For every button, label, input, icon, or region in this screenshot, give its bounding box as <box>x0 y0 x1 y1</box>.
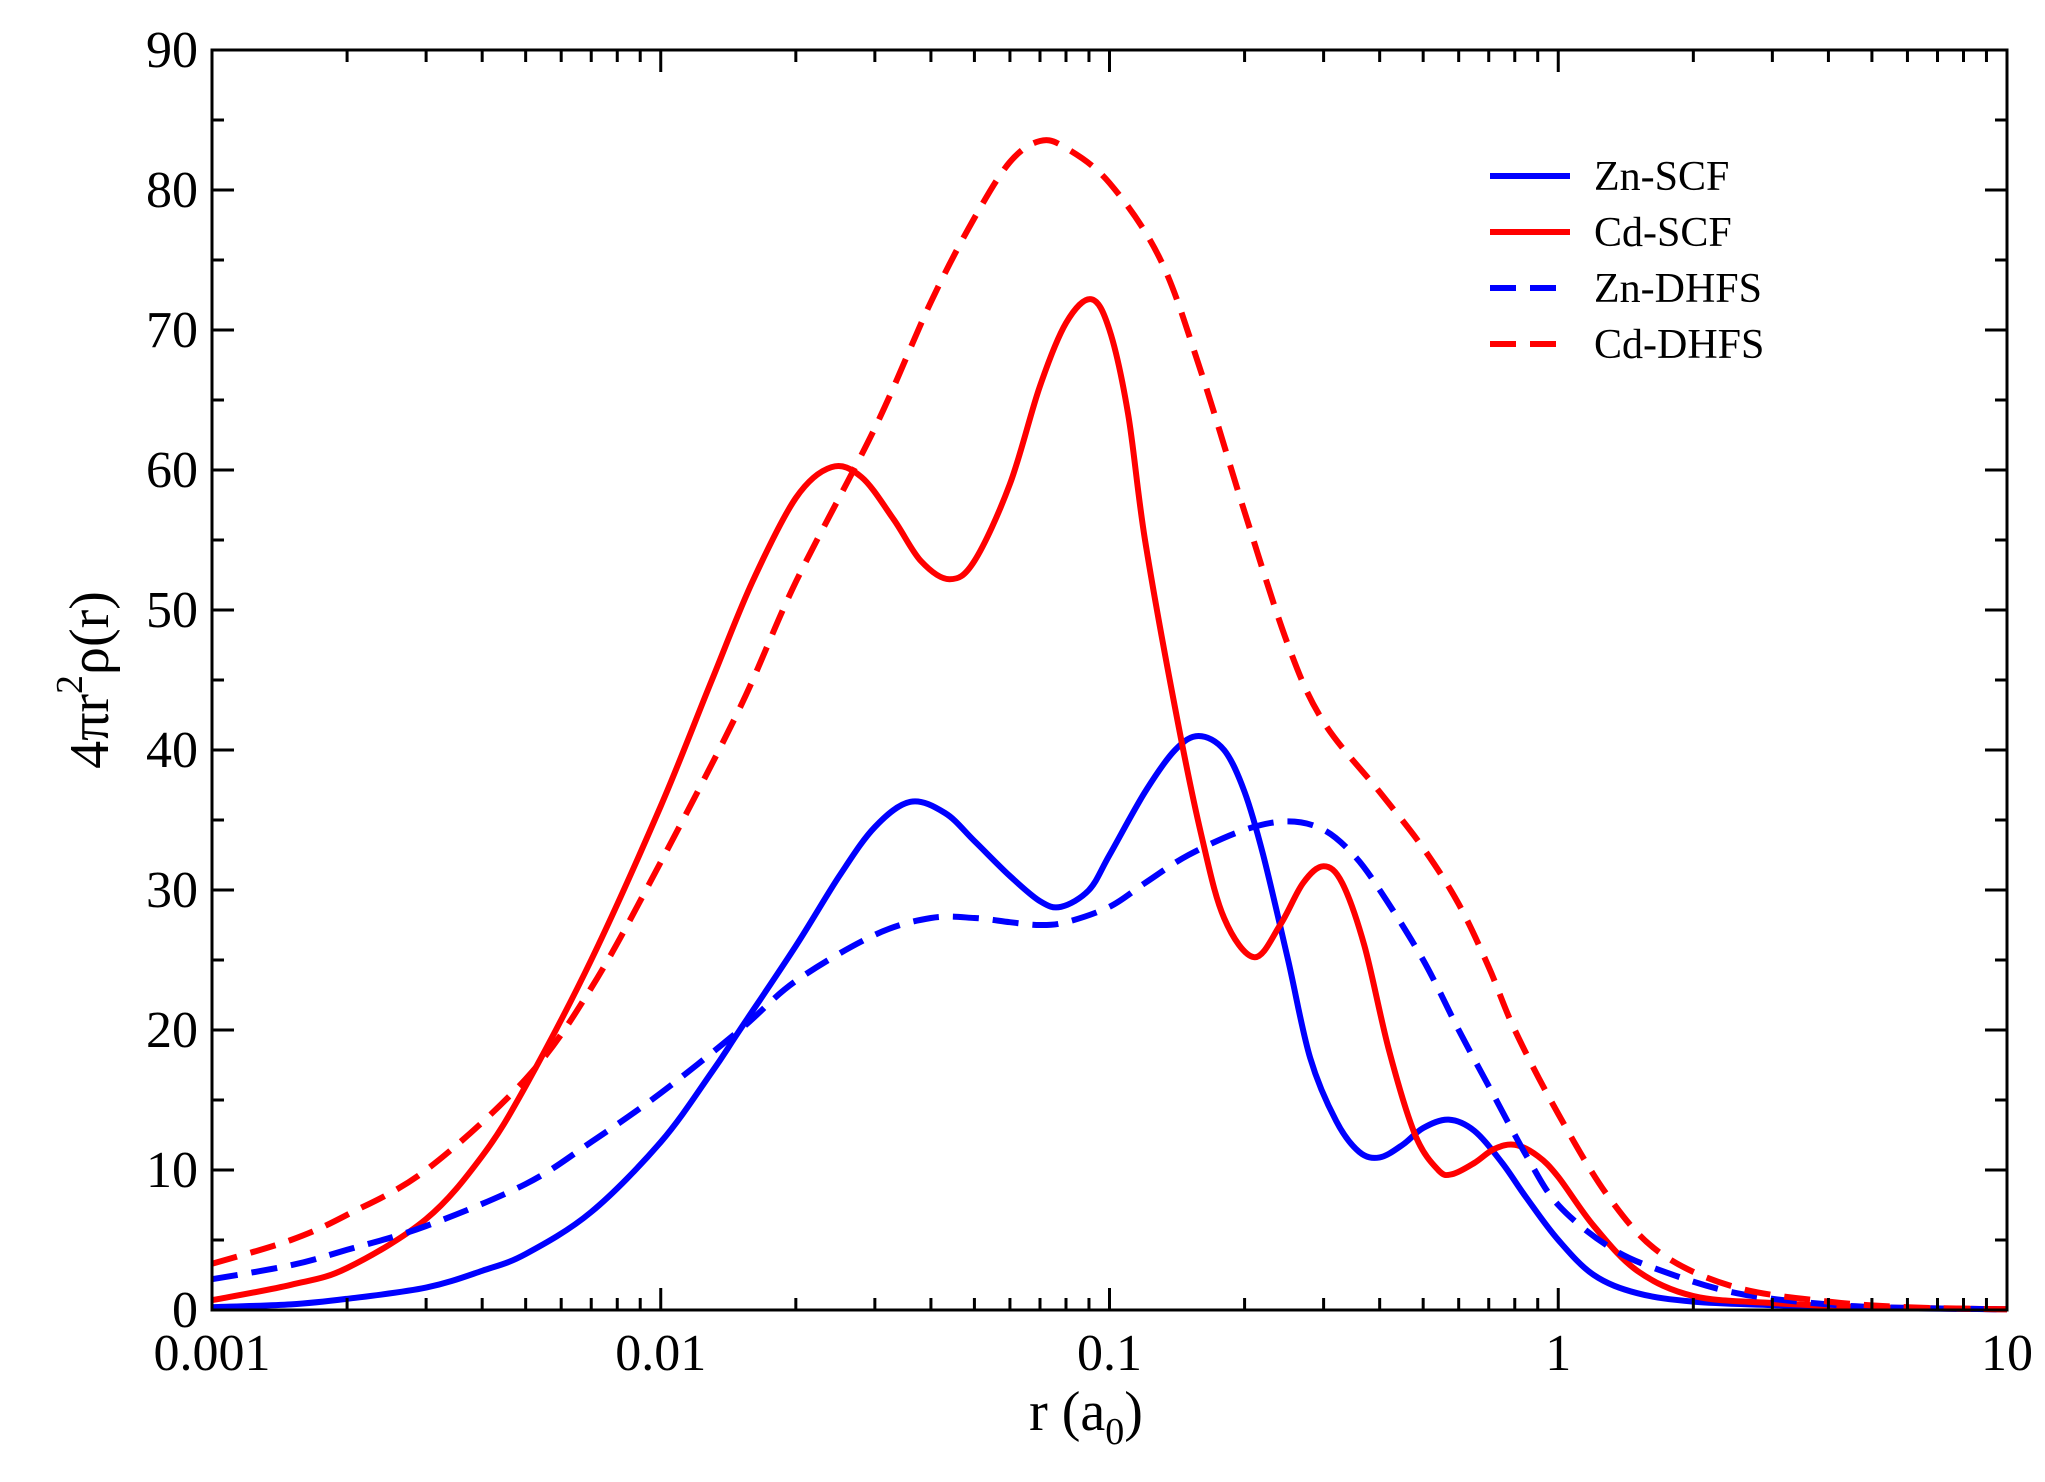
y-tick-label: 10 <box>146 1142 198 1199</box>
y-tick-label: 70 <box>146 302 198 359</box>
series-line-zn-dhfs <box>211 818 2008 1313</box>
legend-label-zn-dhfs: Zn-DHFS <box>1594 266 1762 312</box>
axis-ticks <box>210 48 2009 1312</box>
series-line-cd-dhfs <box>211 137 2008 1313</box>
legend-label-cd-scf: Cd-SCF <box>1594 210 1732 256</box>
axis-tick-labels: 0.001 0.01 0.1 1 10 0 10 20 30 40 50 60 70 80 90 <box>146 22 2033 1382</box>
x-tick-label: 0.001 <box>154 1325 271 1382</box>
legend-label-zn-scf: Zn-SCF <box>1594 154 1729 200</box>
y-tick-label: 0 <box>172 1282 198 1339</box>
plot-frame <box>210 48 2009 1312</box>
series-line-cd-scf <box>211 296 2008 1313</box>
x-tick-label: 0.01 <box>615 1325 706 1382</box>
plot-lines <box>211 137 2008 1313</box>
legend: Zn-SCF Cd-SCF Zn-DHFS Cd-DHFS <box>1490 154 1764 368</box>
legend-label-cd-dhfs: Cd-DHFS <box>1594 322 1764 368</box>
x-tick-label: 10 <box>1981 1325 2033 1382</box>
series-line-zn-scf <box>211 733 2008 1313</box>
y-tick-label: 50 <box>146 582 198 639</box>
y-tick-label: 30 <box>146 862 198 919</box>
y-tick-label: 20 <box>146 1002 198 1059</box>
x-axis-label: r (a0) <box>1029 1381 1143 1453</box>
x-tick-label: 0.1 <box>1077 1325 1142 1382</box>
x-tick-label: 1 <box>1545 1325 1571 1382</box>
y-tick-label: 90 <box>146 22 198 79</box>
y-tick-label: 40 <box>146 722 198 779</box>
y-tick-label: 80 <box>146 162 198 219</box>
y-tick-label: 60 <box>146 442 198 499</box>
y-axis-label: 4πr2ρ(r) <box>49 591 121 769</box>
